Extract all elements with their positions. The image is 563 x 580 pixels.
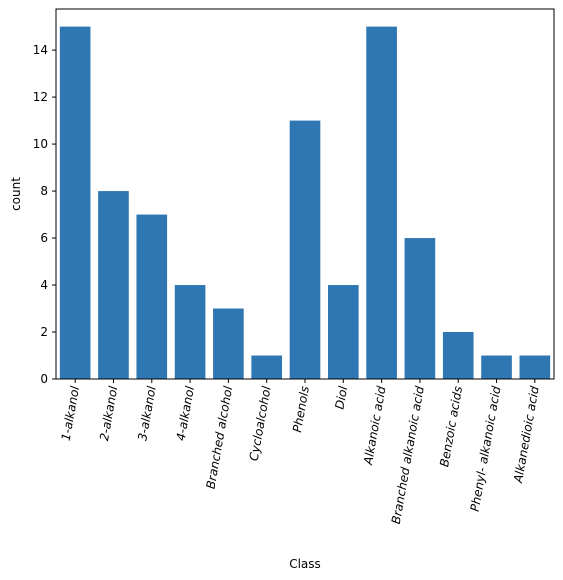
x-tick-label: Alkanoic acid (361, 385, 389, 467)
y-tick-label: 0 (40, 372, 48, 386)
y-axis-label: count (9, 177, 23, 211)
y-tick-label: 2 (40, 325, 48, 339)
bar (136, 214, 168, 379)
y-axis-ticks: 0 2 4 6 8 10 12 14 (33, 43, 56, 386)
x-tick-label: 3-alkanol (135, 384, 158, 441)
bars-group (59, 26, 551, 379)
x-tick-label: 4-alkanol (174, 384, 197, 441)
y-tick-label: 12 (33, 90, 48, 104)
plot-frame (55, 8, 555, 380)
bar (442, 332, 474, 379)
bar (327, 285, 359, 379)
bar (519, 355, 551, 379)
bar (213, 308, 244, 379)
x-tick-label: 2-alkanol (97, 384, 120, 441)
y-tick-label: 10 (33, 137, 48, 151)
bar (98, 191, 129, 379)
bar (59, 26, 91, 379)
x-tick-label: Benzoic acids (437, 385, 465, 468)
bar (366, 26, 397, 379)
bar (481, 355, 512, 379)
y-tick-label: 4 (40, 278, 48, 292)
x-tick-label: Diol (332, 384, 350, 410)
y-tick-label: 6 (40, 231, 48, 245)
x-tick-label: Branched alcohol (203, 384, 235, 490)
x-tick-label: Phenyl- alkanoic acid (468, 385, 504, 513)
bar (289, 120, 321, 379)
x-axis-label: Class (289, 557, 321, 571)
x-axis-ticks: 1-alkanol 2-alkanol 3-alkanol 4-alkanol Bran… (59, 379, 542, 525)
x-tick-label: Cycloalcohol (247, 384, 274, 462)
x-tick-label: 1-alkanol (59, 384, 82, 441)
x-tick-label: Alkanedioic acid (511, 385, 542, 485)
x-tick-label: Phenols (290, 385, 312, 433)
bar (251, 355, 283, 379)
bar (404, 238, 436, 379)
y-tick-label: 8 (40, 184, 48, 198)
y-tick-label: 14 (33, 43, 48, 57)
bar (174, 285, 206, 379)
x-tick-label: Branched alkanoic acid (389, 385, 427, 525)
